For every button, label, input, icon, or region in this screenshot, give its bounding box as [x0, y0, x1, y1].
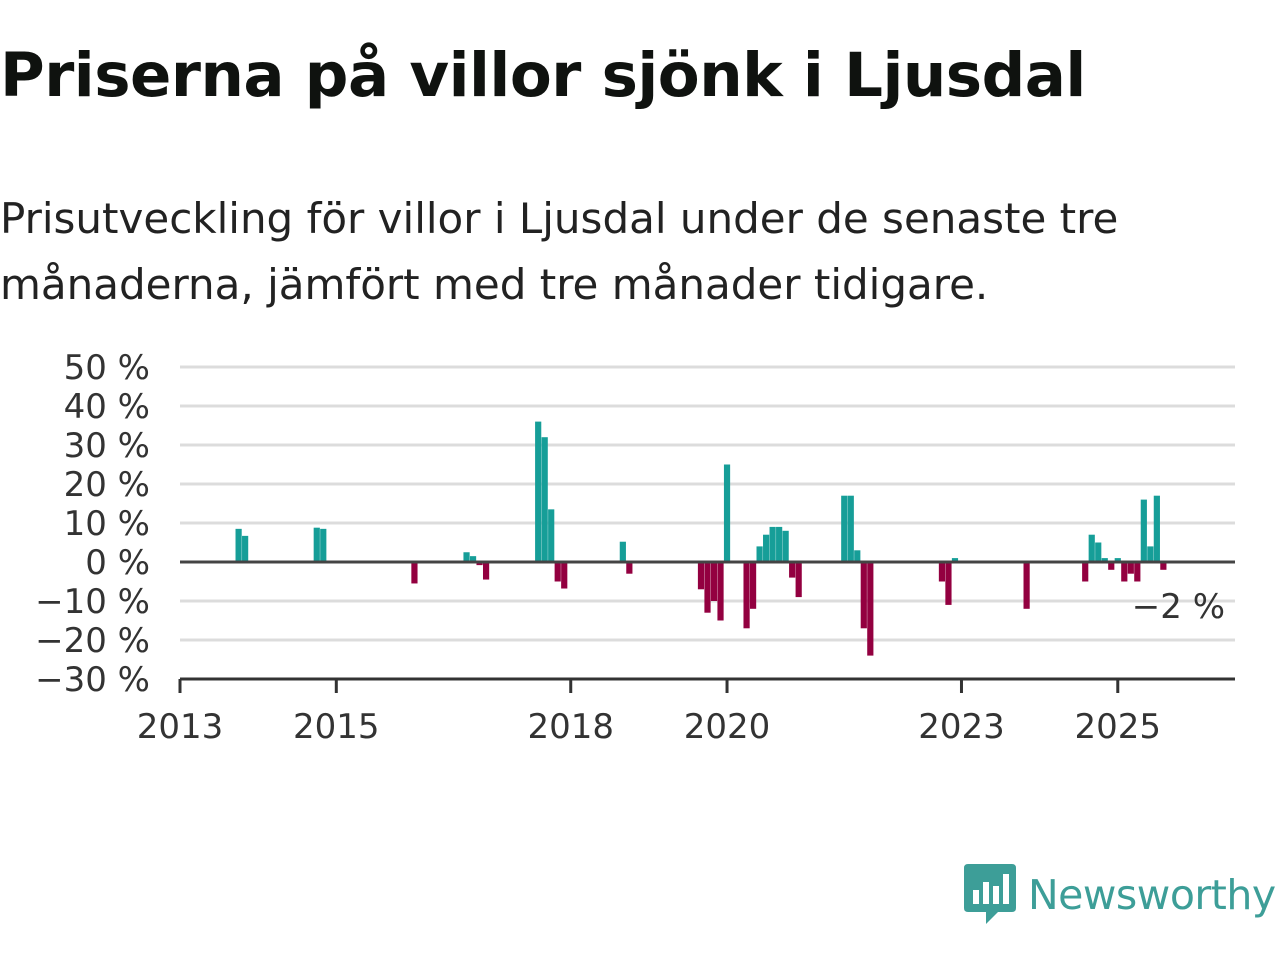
- bar: [710, 562, 718, 601]
- bar: [541, 437, 548, 562]
- y-tick-label: 30 %: [64, 426, 150, 466]
- bar: [1101, 558, 1108, 562]
- x-tick-label: 2025: [1075, 707, 1162, 747]
- bar: [1121, 562, 1128, 582]
- bar: [235, 528, 242, 562]
- bar: [1082, 562, 1089, 582]
- bar: [242, 535, 249, 562]
- bar: [1127, 562, 1134, 574]
- y-tick-label: 20 %: [64, 465, 150, 505]
- bar: [951, 558, 959, 562]
- bar: [1134, 562, 1141, 582]
- y-tick-label: 10 %: [64, 504, 150, 544]
- bar: [776, 526, 783, 562]
- bar: [320, 528, 327, 562]
- bar: [1153, 495, 1160, 562]
- annotation: −2 %: [1132, 587, 1225, 627]
- bar: [535, 421, 542, 562]
- bar: [1108, 562, 1115, 570]
- bar-chart: 50 %40 %30 %20 %10 %0 %−10 %−20 %−30 % 2…: [35, 348, 1235, 747]
- bar: [847, 495, 854, 562]
- axes: [180, 560, 1235, 681]
- bar: [945, 562, 952, 605]
- bar: [743, 562, 750, 629]
- bar: [763, 534, 770, 562]
- bar: [411, 562, 418, 584]
- bar: [938, 562, 946, 582]
- bar: [554, 562, 561, 582]
- latest-value-label: −2 %: [1132, 587, 1225, 627]
- bar: [717, 562, 724, 621]
- bar: [841, 495, 848, 562]
- bar: [723, 464, 731, 562]
- x-tick-label: 2013: [137, 707, 224, 747]
- bar: [561, 562, 568, 589]
- bar: [482, 562, 490, 580]
- y-tick-label: −20 %: [35, 621, 150, 661]
- x-tick-label: 2015: [293, 707, 380, 747]
- bar: [463, 552, 470, 562]
- y-tick-label: 0 %: [85, 543, 150, 583]
- x-tick-label: 2020: [684, 707, 771, 747]
- x-tick-label: 2018: [527, 707, 614, 747]
- bar: [749, 562, 757, 609]
- y-tick-label: 40 %: [64, 387, 150, 427]
- bar: [756, 546, 763, 562]
- bar: [1023, 562, 1030, 609]
- bar: [789, 562, 796, 578]
- newsworthy-logo-icon: [964, 864, 1016, 924]
- bar: [795, 562, 802, 598]
- bar: [1095, 542, 1102, 562]
- bar: [769, 526, 776, 562]
- bar: [1140, 499, 1147, 562]
- y-tick-label: 50 %: [64, 348, 150, 388]
- bar: [1160, 562, 1167, 570]
- x-axis-ticks: 2013 2015 2018 2020 2023 2025: [137, 679, 1161, 747]
- bar: [1147, 546, 1154, 562]
- chart-title: Priserna på villor sjönk i Ljusdal: [0, 40, 1086, 111]
- bar: [697, 562, 705, 590]
- bar: [626, 562, 633, 574]
- logo-text: Newsworthy: [1028, 871, 1276, 919]
- bars: [235, 421, 1167, 656]
- x-tick-label: 2023: [918, 707, 1005, 747]
- bar: [548, 509, 555, 562]
- bar: [476, 562, 483, 566]
- bar: [704, 562, 711, 613]
- bar: [867, 562, 874, 656]
- y-tick-label: −30 %: [35, 660, 150, 700]
- bar: [854, 550, 861, 562]
- y-axis-ticks: 50 %40 %30 %20 %10 %0 %−10 %−20 %−30 %: [35, 348, 150, 700]
- bar: [1088, 534, 1095, 562]
- bar: [1114, 558, 1121, 562]
- bar: [313, 527, 320, 562]
- newsworthy-logo: Newsworthy: [964, 864, 1276, 926]
- bar: [782, 530, 789, 562]
- chart-subtitle: Prisutveckling för villor i Ljusdal unde…: [0, 194, 1119, 309]
- y-tick-label: −10 %: [35, 582, 150, 622]
- bar: [469, 556, 477, 562]
- bar: [619, 541, 626, 562]
- bar: [860, 562, 867, 629]
